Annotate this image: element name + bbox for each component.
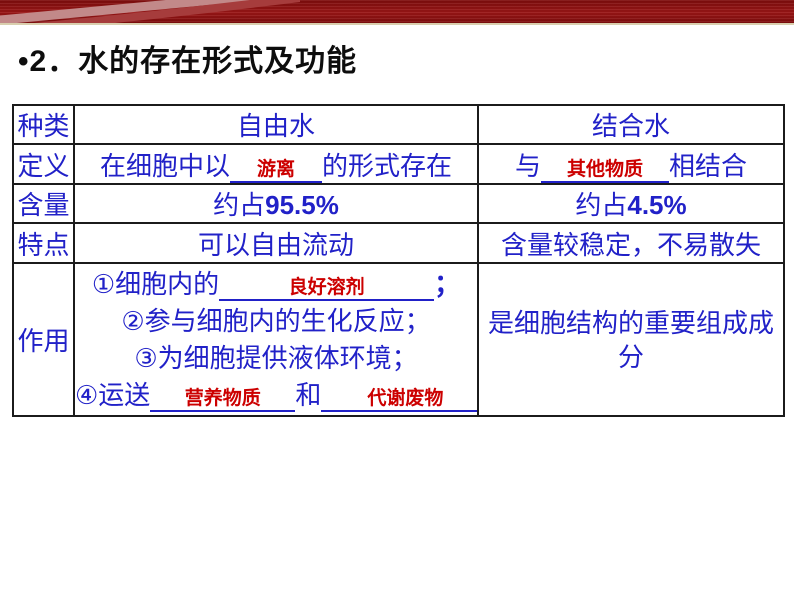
cell-feature-free: 可以自由流动	[73, 222, 479, 264]
content-free-value: 95.5%	[265, 190, 339, 220]
definition-bound-suffix: 相结合	[669, 150, 748, 181]
cell-function-label: 作用	[12, 262, 75, 417]
header-banner	[0, 0, 794, 25]
content-bound-prefix: 约占	[575, 190, 628, 220]
table-row-header: 种类 自由水 结合水	[12, 104, 785, 145]
page-title: •2．水的存在形式及功能	[18, 45, 358, 78]
cell-definition-label: 定义	[12, 143, 75, 185]
blank-free-definition: 游离	[230, 159, 322, 182]
table-row-content: 含量 约占95.5% 约占4.5%	[12, 183, 785, 224]
function-item4-mid: 和	[295, 379, 322, 410]
cell-function-free: ①细胞内的 良好溶剂； ②参与细胞内的生化反应； ③为细胞提供液体环境； ④运送营…	[73, 262, 479, 417]
content-free-prefix: 约占	[213, 190, 266, 220]
table-row-function: 作用 ①细胞内的 良好溶剂； ②参与细胞内的生化反应； ③为细胞提供液体环境； ④…	[12, 262, 785, 417]
definition-free-suffix: 的形式存在	[322, 150, 453, 181]
cell-bound-water-header: 结合水	[477, 104, 785, 145]
definition-free-prefix: 在细胞中以	[99, 150, 230, 181]
blank-function-waste: 代谢废物	[321, 388, 476, 412]
cell-content-label: 含量	[12, 183, 75, 224]
function-item-3: ③为细胞提供液体环境；	[134, 342, 418, 373]
cell-content-free: 约占95.5%	[73, 183, 479, 224]
blank-bound-definition: 其他物质	[541, 159, 669, 182]
function-item1-suffix: ；	[434, 268, 461, 299]
cell-content-bound: 约占4.5%	[477, 183, 785, 224]
blank-function-nutrients: 营养物质	[150, 388, 296, 412]
cell-feature-bound: 含量较稳定，不易散失	[477, 222, 785, 264]
cell-feature-label: 特点	[12, 222, 75, 264]
cell-definition-bound: 与其他物质 相结合	[477, 143, 785, 185]
function-item1-prefix: ①细胞内的	[91, 268, 220, 299]
definition-bound-prefix: 与	[514, 150, 541, 181]
blank-function-solvent: 良好溶剂	[219, 277, 435, 301]
content-bound-value: 4.5%	[627, 190, 687, 220]
function-item-2: ②参与细胞内的生化反应；	[121, 305, 431, 336]
water-forms-table: 种类 自由水 结合水 定义 在细胞中以 游离 的形式存在 与其他物质 相结合 含量 约…	[12, 104, 785, 417]
function-item4-prefix: ④运送	[75, 379, 151, 410]
cell-free-water-header: 自由水	[73, 104, 479, 145]
table-row-definition: 定义 在细胞中以 游离 的形式存在 与其他物质 相结合	[12, 143, 785, 185]
cell-definition-free: 在细胞中以 游离 的形式存在	[73, 143, 479, 185]
table-row-feature: 特点 可以自由流动 含量较稳定，不易散失	[12, 222, 785, 264]
swoosh-decoration-icon	[0, 0, 300, 23]
cell-function-bound: 是细胞结构的重要组成成分	[477, 262, 785, 417]
function-item-1: ①细胞内的 良好溶剂；	[76, 266, 476, 303]
cell-type-label: 种类	[12, 104, 75, 145]
